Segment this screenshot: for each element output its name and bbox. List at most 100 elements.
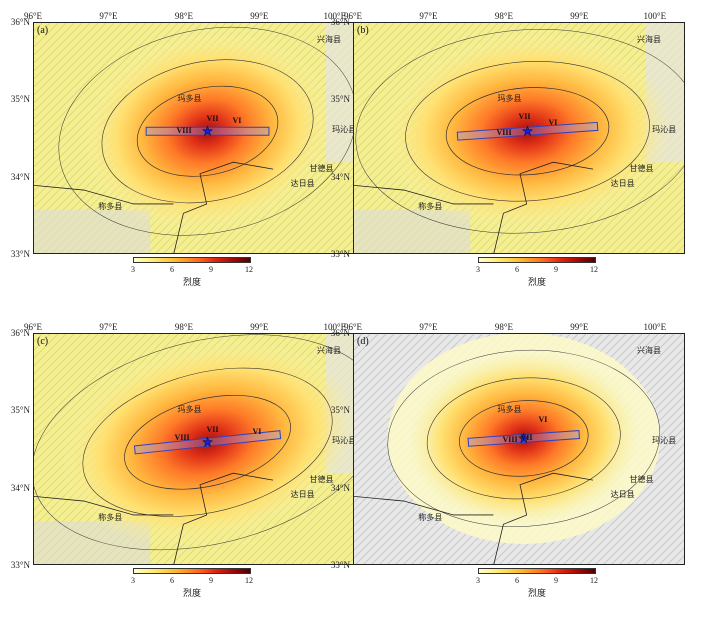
town-label: 称多县 xyxy=(418,513,443,523)
town-label: 甘德县 xyxy=(629,474,654,484)
town-label: 甘德县 xyxy=(309,163,334,173)
lon-tick-label: 97°E xyxy=(419,11,438,21)
contour-line xyxy=(426,377,621,500)
lat-tick-label: 33°N xyxy=(330,560,350,570)
town-label: 玛多县 xyxy=(177,405,202,415)
boundary-line xyxy=(173,161,274,253)
boundary-line xyxy=(493,161,594,253)
contour-line xyxy=(101,59,314,204)
contour-line xyxy=(445,87,610,176)
lon-tick-label: 99°E xyxy=(250,322,269,332)
epicenter-star xyxy=(518,432,530,444)
lon-tick-label: 98°E xyxy=(174,322,193,332)
colorbar-title: 烈度 xyxy=(182,588,201,598)
lat-tick-label: 35°N xyxy=(330,405,350,416)
town-label: 玛多县 xyxy=(497,94,522,104)
colorbar-gradient xyxy=(133,257,251,263)
lon-tick-label: 97°E xyxy=(99,11,118,21)
lat-tick-label: 36°N xyxy=(330,17,350,27)
lat-tick-label: 35°N xyxy=(330,94,350,105)
colorbar-tick: 3 xyxy=(131,265,135,274)
lat-tick-label: 35°N xyxy=(10,405,30,416)
colorbar-gradient xyxy=(478,257,596,263)
town-label: 兴海县 xyxy=(317,345,342,355)
lon-tick-label: 99°E xyxy=(570,322,589,332)
map-area xyxy=(33,333,365,565)
lon-tick-label: 98°E xyxy=(494,11,513,21)
town-label: 达日县 xyxy=(610,490,635,500)
lat-tick-label: 36°N xyxy=(10,17,30,27)
intensity-label: VI xyxy=(538,415,548,425)
colorbar-title: 烈度 xyxy=(182,277,201,287)
intensity-label: VIII xyxy=(502,435,518,445)
lat-tick-label: 33°N xyxy=(330,249,350,259)
lat-tick-label: 34°N xyxy=(10,482,30,493)
colorbar-tick: 3 xyxy=(476,265,480,274)
contour-line xyxy=(405,61,650,202)
map-panel: 96°E 97°E 98°E 99°E 100°E 36°N 35°N 34°N 33°N (b)… xyxy=(331,11,685,259)
lon-tick-label: 98°E xyxy=(494,322,513,332)
lon-tick-label: 98°E xyxy=(174,11,193,21)
contour-line xyxy=(124,394,291,490)
colorbar-tick: 9 xyxy=(209,576,213,585)
lat-tick-label: 34°N xyxy=(330,171,350,182)
colorbar-tick: 6 xyxy=(515,265,519,274)
colorbar-gradient xyxy=(133,568,251,574)
town-label: 甘德县 xyxy=(629,163,654,173)
colorbar-tick: 3 xyxy=(131,576,135,585)
colorbar-tick: 9 xyxy=(209,265,213,274)
lon-tick-label: 96°E xyxy=(23,322,43,332)
boundary-line xyxy=(34,496,174,516)
town-label: 达日县 xyxy=(290,490,315,500)
intensity-label: VI xyxy=(548,118,558,128)
town-label: 称多县 xyxy=(98,202,123,212)
lat-tick-label: 36°N xyxy=(330,328,350,338)
colorbar: 3 6 9 12 烈度 xyxy=(476,568,598,598)
boundary-line xyxy=(354,496,494,516)
colorbar: 3 6 9 12 烈度 xyxy=(131,568,253,598)
intensity-label: VIII xyxy=(496,128,512,138)
colorbar-tick: 12 xyxy=(245,265,253,274)
map-area xyxy=(353,333,685,565)
lon-tick-label: 96°E xyxy=(23,11,43,21)
boundary-line xyxy=(354,185,494,205)
colorbar-gradient xyxy=(478,568,596,574)
epicenter-star xyxy=(202,125,214,136)
colorbar-tick: 12 xyxy=(590,576,598,585)
colorbar-tick: 12 xyxy=(245,576,253,585)
epicenter-star xyxy=(202,436,214,447)
intensity-label: VII xyxy=(518,112,531,122)
colorbar-title: 烈度 xyxy=(527,588,546,598)
colorbar-tick: 6 xyxy=(170,265,174,274)
lon-tick-label: 96°E xyxy=(343,322,363,332)
lon-tick-label: 99°E xyxy=(570,11,589,21)
map-panel: 96°E 97°E 98°E 99°E 100°E 36°N 35°N 34°N 33°N (d)… xyxy=(331,322,685,570)
town-label: 玛沁县 xyxy=(652,125,677,135)
map-area xyxy=(353,22,685,254)
panel-label: (a) xyxy=(37,25,49,36)
colorbar: 3 6 9 12 烈度 xyxy=(131,257,253,287)
lon-tick-label: 96°E xyxy=(343,11,363,21)
contour-line xyxy=(34,334,364,551)
map-panel: 96°E 97°E 98°E 99°E 100°E 36°N 35°N 34°N 33°N (c)… xyxy=(11,322,365,570)
contour-line xyxy=(82,367,333,517)
boundary-line xyxy=(173,472,274,564)
town-label: 兴海县 xyxy=(317,34,342,44)
town-label: 玛沁县 xyxy=(332,436,357,446)
panel-label: (c) xyxy=(37,336,49,347)
intensity-label: VIII xyxy=(176,126,192,136)
map-panel: 96°E 97°E 98°E 99°E 100°E 36°N 35°N 34°N 33°N (a)… xyxy=(11,11,365,259)
panel-label: (d) xyxy=(357,336,369,347)
intensity-label: VI xyxy=(252,427,262,437)
colorbar: 3 6 9 12 烈度 xyxy=(476,257,598,287)
intensity-label: VII xyxy=(206,114,219,124)
colorbar-tick: 6 xyxy=(515,576,519,585)
lat-tick-label: 34°N xyxy=(330,482,350,493)
colorbar-tick: 12 xyxy=(590,265,598,274)
town-label: 兴海县 xyxy=(637,34,662,44)
contour-line xyxy=(387,349,661,527)
lon-tick-label: 97°E xyxy=(419,322,438,332)
contour-line xyxy=(136,85,279,177)
contour-line xyxy=(459,400,589,477)
lon-tick-label: 100°E xyxy=(643,322,667,332)
